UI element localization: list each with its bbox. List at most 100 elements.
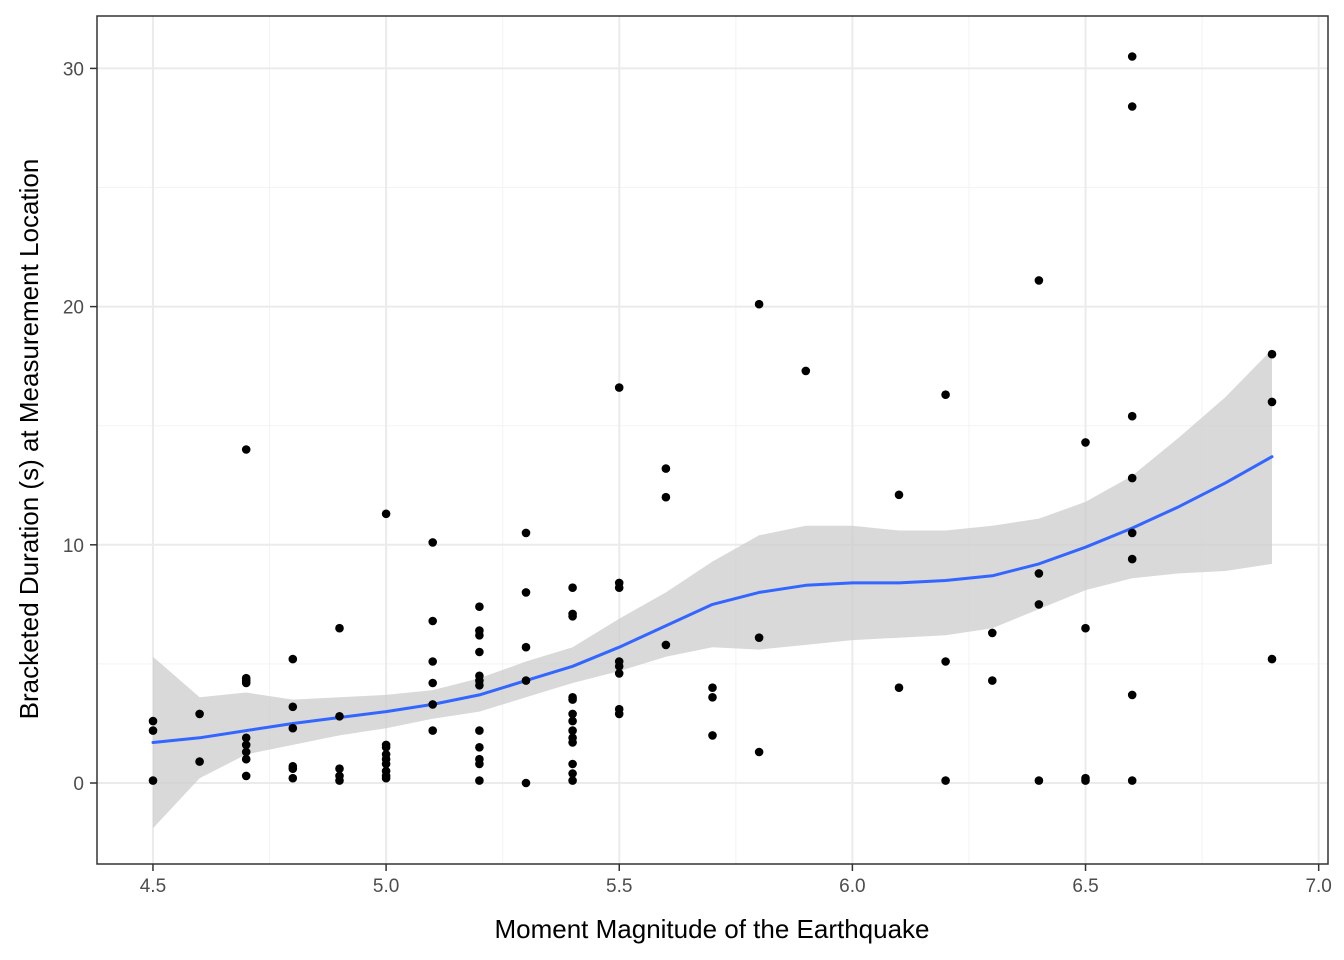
data-point bbox=[1127, 528, 1137, 538]
data-point bbox=[568, 776, 577, 785]
data-point bbox=[428, 657, 438, 666]
data-point bbox=[941, 776, 950, 785]
data-point bbox=[195, 709, 204, 719]
data-point bbox=[428, 678, 438, 688]
data-point bbox=[241, 771, 251, 781]
data-point bbox=[381, 759, 391, 769]
data-point bbox=[661, 492, 671, 502]
data-point bbox=[1127, 473, 1137, 483]
data-point bbox=[288, 654, 298, 664]
data-point bbox=[754, 299, 764, 309]
data-point bbox=[988, 628, 997, 638]
data-point bbox=[568, 759, 577, 769]
data-point bbox=[475, 647, 484, 657]
data-point bbox=[475, 726, 484, 735]
data-point bbox=[381, 509, 391, 519]
data-point bbox=[894, 683, 904, 692]
data-point bbox=[428, 538, 438, 547]
data-point bbox=[241, 678, 251, 688]
data-point bbox=[614, 709, 624, 719]
data-point bbox=[1127, 411, 1137, 421]
data-point bbox=[1034, 569, 1044, 578]
data-point bbox=[428, 616, 438, 626]
data-point bbox=[241, 445, 251, 454]
data-point bbox=[335, 776, 344, 785]
data-point bbox=[1127, 776, 1137, 785]
x-axis: 4.5 5.0 5.5 6.0 6.5 7.0 bbox=[140, 864, 1332, 897]
data-point bbox=[1081, 623, 1090, 633]
panel-border bbox=[96, 15, 1329, 865]
data-point bbox=[1034, 276, 1044, 285]
data-point bbox=[288, 702, 298, 712]
data-point bbox=[475, 602, 484, 611]
data-point bbox=[1034, 600, 1044, 609]
data-point bbox=[941, 390, 950, 400]
x-tick-label: 5.0 bbox=[373, 876, 399, 897]
data-point bbox=[148, 776, 158, 785]
y-axis: 0 10 20 30 bbox=[63, 59, 97, 795]
data-point bbox=[614, 669, 624, 678]
data-point bbox=[1127, 102, 1137, 111]
data-point bbox=[1081, 776, 1090, 785]
y-tick-label: 30 bbox=[63, 59, 84, 80]
panel-border-layer bbox=[96, 15, 1329, 865]
data-point bbox=[1081, 438, 1090, 447]
data-point bbox=[475, 631, 484, 640]
data-point bbox=[708, 731, 717, 740]
x-tick-label: 4.5 bbox=[140, 876, 166, 897]
data-point bbox=[568, 612, 577, 621]
data-point bbox=[1267, 349, 1277, 359]
data-point bbox=[614, 583, 624, 592]
data-point bbox=[754, 747, 764, 757]
data-point bbox=[661, 464, 671, 473]
data-point bbox=[1127, 690, 1137, 700]
data-point bbox=[941, 657, 950, 666]
x-tick-label: 5.5 bbox=[606, 876, 632, 897]
data-point bbox=[708, 683, 717, 692]
data-point bbox=[894, 490, 904, 500]
data-point bbox=[195, 757, 204, 766]
data-point bbox=[521, 676, 531, 685]
data-point bbox=[1267, 397, 1277, 407]
data-point bbox=[335, 764, 344, 773]
data-point bbox=[568, 716, 577, 726]
data-point bbox=[241, 754, 251, 764]
x-tick-label: 7.0 bbox=[1305, 876, 1331, 897]
data-point bbox=[521, 778, 531, 788]
data-point bbox=[568, 726, 577, 735]
data-point bbox=[568, 769, 577, 778]
data-point bbox=[381, 773, 391, 783]
data-point bbox=[568, 583, 577, 592]
data-point bbox=[241, 740, 251, 750]
data-point bbox=[661, 640, 671, 650]
data-point bbox=[1034, 776, 1044, 785]
x-tick-label: 6.5 bbox=[1072, 876, 1098, 897]
data-point bbox=[148, 716, 158, 726]
data-point bbox=[988, 676, 997, 685]
data-point bbox=[1267, 654, 1277, 664]
data-point bbox=[568, 738, 577, 747]
data-point bbox=[1127, 52, 1137, 61]
data-point bbox=[428, 726, 438, 735]
data-point bbox=[568, 695, 577, 704]
data-point bbox=[521, 588, 531, 597]
data-point bbox=[475, 681, 484, 690]
data-point bbox=[148, 726, 158, 735]
data-point bbox=[521, 642, 531, 652]
y-axis-title: Bracketed Duration (s) at Measurement Lo… bbox=[14, 159, 44, 720]
data-point bbox=[614, 383, 624, 392]
data-point bbox=[1127, 554, 1137, 564]
data-point bbox=[614, 662, 624, 671]
data-point bbox=[241, 747, 251, 757]
data-point bbox=[381, 743, 391, 752]
data-point bbox=[475, 743, 484, 752]
data-point bbox=[475, 776, 484, 785]
data-point bbox=[475, 759, 484, 769]
data-point bbox=[335, 623, 344, 633]
data-point bbox=[568, 709, 577, 719]
data-point bbox=[754, 633, 764, 642]
y-tick-label: 20 bbox=[63, 298, 84, 319]
x-tick-label: 6.0 bbox=[839, 876, 865, 897]
data-point bbox=[288, 773, 298, 783]
